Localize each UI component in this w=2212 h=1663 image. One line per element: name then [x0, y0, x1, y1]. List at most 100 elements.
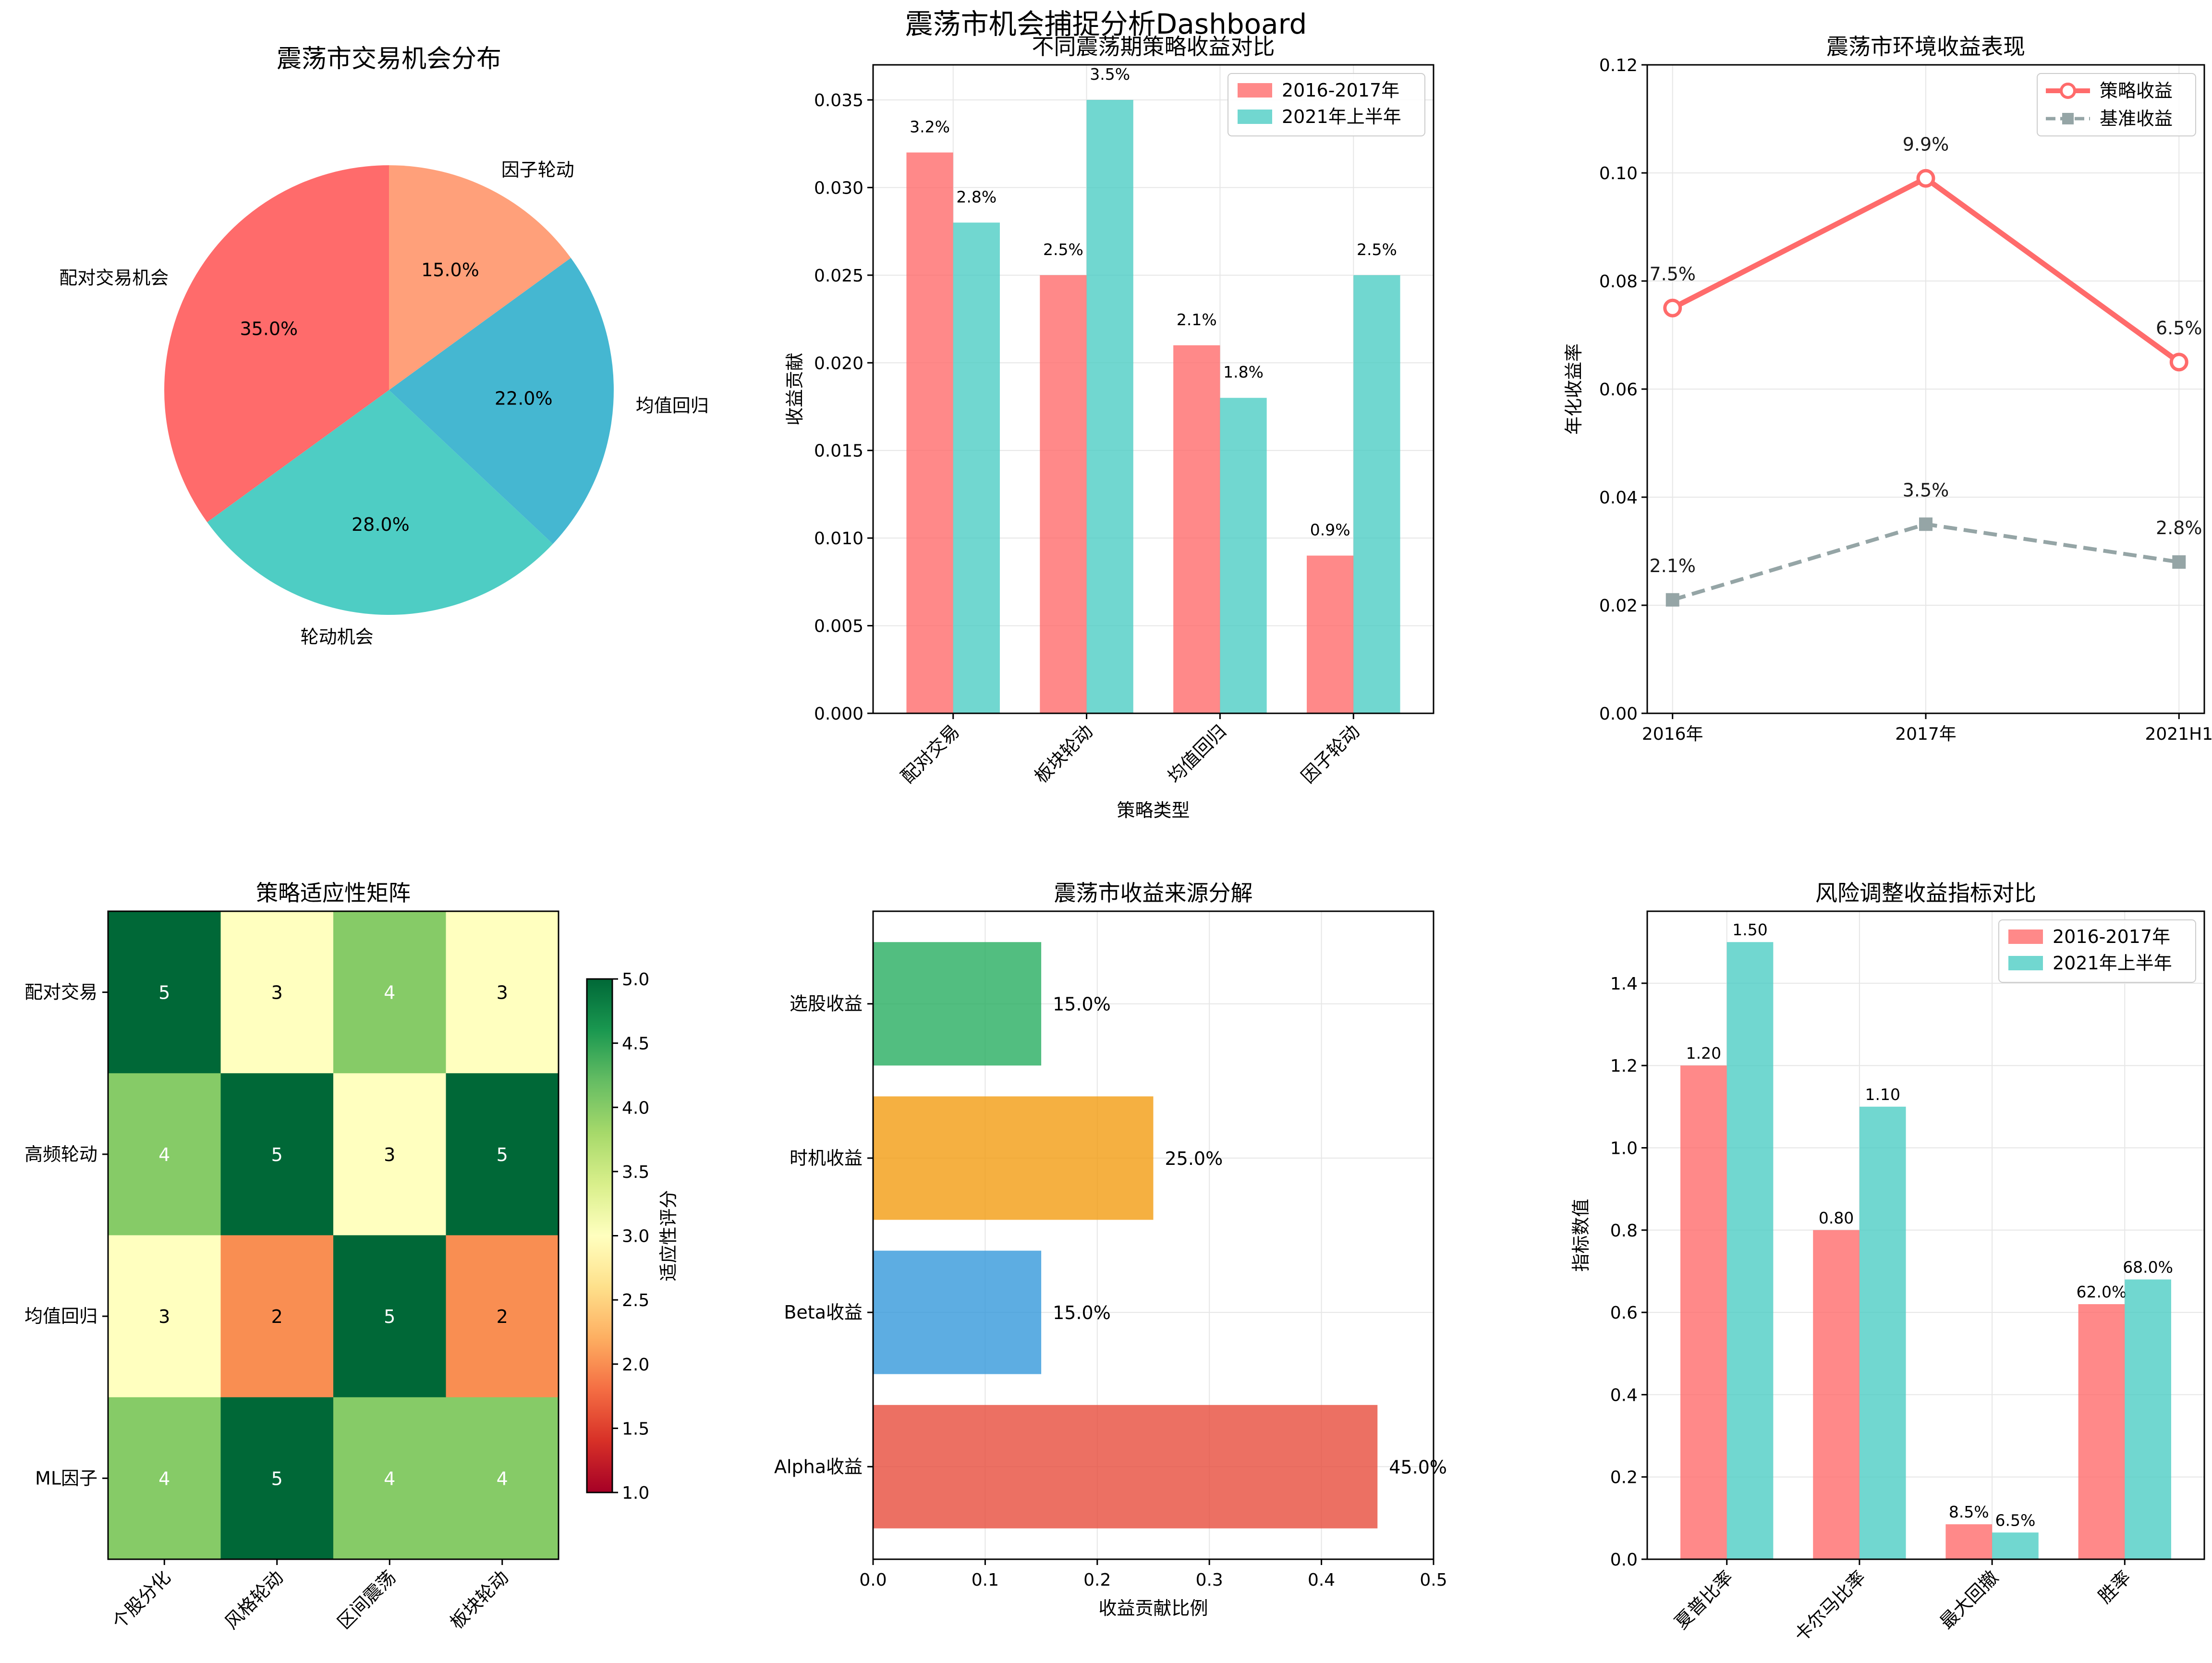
line-ylabel: 年化收益率 [1563, 343, 1584, 435]
pie-slice-0 [164, 165, 389, 523]
dashboard-title: 震荡市机会捕捉分析Dashboard [905, 8, 1307, 40]
y-tick-label: 0.000 [814, 704, 863, 724]
strategy_bar-ylabel: 收益贡献 [784, 353, 805, 426]
y-tick-label: 0.020 [814, 354, 863, 373]
risk_bar-data-label: 62.0% [2077, 1283, 2127, 1301]
risk_bar-bar [1726, 942, 1774, 1559]
x-tick-label: 2017年 [1895, 724, 1957, 744]
heatmap-title: 策略适应性矩阵 [256, 880, 411, 906]
hbar-data-label: 25.0% [1165, 1148, 1223, 1169]
strategy_bar-bar [1353, 275, 1400, 713]
risk_bar-data-label: 1.10 [1865, 1085, 1900, 1104]
heatmap-cell [333, 911, 446, 1074]
y-tick-label: 选股收益 [790, 993, 863, 1015]
x-tick-label: 卡尔马比率 [1790, 1566, 1870, 1646]
x-tick-label: 板块轮动 [1030, 721, 1097, 787]
pie-pct-label: 15.0% [421, 259, 479, 281]
point-label: 2.8% [2156, 517, 2202, 538]
heatmap-cell [220, 911, 334, 1074]
heatmap-cell [220, 1073, 334, 1235]
x-tick-label: 0.2 [1083, 1570, 1111, 1590]
y-tick-label: 1.2 [1610, 1056, 1638, 1076]
risk_bar-data-label: 68.0% [2123, 1258, 2173, 1277]
risk_bar-bar [1680, 1065, 1727, 1559]
heatmap-cell-value: 4 [158, 1468, 170, 1489]
pie-slice-2 [389, 257, 614, 544]
risk_bar-data-label: 1.50 [1732, 920, 1767, 939]
x-tick-label: 夏普比率 [1670, 1566, 1737, 1633]
heatmap-cell [446, 1235, 559, 1398]
colorbar-tick-label: 2.5 [622, 1291, 649, 1310]
point-marker [2169, 353, 2188, 372]
strategy_bar-bar [1086, 99, 1133, 713]
pie-slice-label: 轮动机会 [301, 626, 374, 648]
heatmap-cell-value: 5 [271, 1144, 283, 1165]
strategy_bar-data-label: 2.5% [1357, 240, 1397, 259]
risk_bar-ylabel: 指标数值 [1570, 1198, 1592, 1272]
heatmap-cell-value: 5 [158, 982, 170, 1003]
heatmap-cell-value: 5 [384, 1306, 395, 1327]
strategy_bar-data-label: 3.5% [1090, 65, 1130, 84]
heatmap-cell [108, 1073, 221, 1235]
y-tick-label: 0.030 [814, 178, 863, 198]
x-tick-label: 最大回撤 [1936, 1566, 2003, 1633]
risk_bar-title: 风险调整收益指标对比 [1815, 880, 2036, 906]
y-tick-label: 1.0 [1610, 1138, 1638, 1158]
legend-box [1998, 919, 2196, 983]
point-label: 6.5% [2156, 318, 2202, 339]
strategy_bar-data-label: 3.2% [910, 117, 950, 136]
y-tick-label: Alpha收益 [774, 1456, 863, 1477]
colorbar-label: 适应性评分 [658, 1190, 679, 1281]
strategy_bar-data-label: 2.5% [1043, 240, 1083, 259]
pie-pct-label: 35.0% [240, 318, 298, 340]
x-tick-label: 0.0 [859, 1570, 887, 1590]
strategy_bar-title: 不同震荡期策略收益对比 [1032, 34, 1275, 60]
pie-pct-label: 28.0% [352, 514, 410, 535]
x-tick-label: 配对交易 [897, 721, 963, 787]
legend-swatch [1238, 83, 1272, 98]
heatmap-col-label: 板块轮动 [446, 1566, 513, 1633]
heatmap-col-label: 个股分化 [108, 1566, 175, 1633]
strategy_bar-bar [1040, 275, 1087, 713]
heatmap-cell [108, 911, 221, 1074]
y-tick-label: 0.02 [1599, 596, 1638, 616]
strategy_bar-data-label: 2.8% [956, 187, 997, 206]
line-title: 震荡市环境收益表现 [1826, 34, 2025, 60]
y-tick-label: 0.0 [1610, 1550, 1638, 1570]
pie-title: 震荡市交易机会分布 [277, 45, 501, 73]
y-tick-label: 0.035 [814, 91, 863, 110]
x-tick-label: 2016年 [1642, 724, 1703, 744]
heatmap-cell-value: 4 [158, 1144, 170, 1165]
hbar [873, 1096, 1154, 1220]
legend-box [1228, 73, 1425, 136]
heatmap-cell [446, 911, 559, 1074]
x-tick-label: 0.4 [1308, 1570, 1335, 1590]
y-tick-label: 0.010 [814, 529, 863, 549]
x-tick-label: 胜率 [2094, 1566, 2135, 1607]
hbar [873, 942, 1042, 1066]
hbar-data-label: 15.0% [1053, 1302, 1111, 1323]
heatmap-col-label: 区间震荡 [333, 1566, 400, 1633]
legend-marker [2060, 83, 2076, 99]
y-tick-label: 0.00 [1599, 704, 1638, 724]
strategy_bar-bar [1220, 398, 1267, 713]
risk_bar-bar [1992, 1532, 2039, 1559]
x-tick-label: 2021H1 [2145, 724, 2212, 744]
strategy_bar-bar [953, 222, 1000, 713]
heatmap-cell [108, 1397, 221, 1560]
y-tick-label: 0.005 [814, 617, 863, 636]
point-label: 2.1% [1649, 555, 1696, 576]
risk_bar-data-label: 6.5% [1995, 1511, 2036, 1529]
heatmap-cell-value: 3 [271, 982, 283, 1003]
legend-label: 2016-2017年 [2053, 926, 2170, 947]
heatmap-cell-value: 5 [497, 1144, 508, 1165]
x-tick-label: 0.1 [972, 1570, 999, 1590]
y-tick-label: 0.10 [1599, 164, 1638, 183]
heatmap-row-label: 均值回归 [24, 1306, 97, 1327]
risk_bar-data-label: 1.20 [1686, 1044, 1721, 1063]
risk_bar-bar [2125, 1279, 2171, 1559]
risk_bar-chart: 1.20 0.80 8.5% 62.0% 1.50 1.10 6.5% 68.0% 0.0 0.2… [1570, 880, 2205, 1646]
colorbar [586, 978, 613, 1493]
